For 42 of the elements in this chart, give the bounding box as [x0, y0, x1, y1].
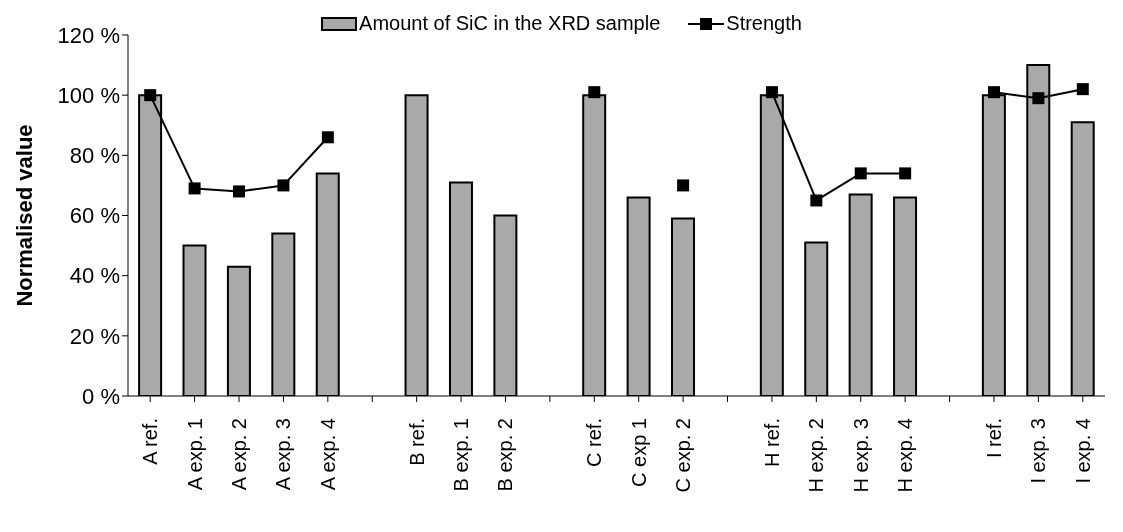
point [588, 86, 601, 99]
point [1032, 92, 1045, 105]
x-tick-label: B exp. 2 [494, 418, 517, 492]
point [233, 185, 246, 198]
y-tick-label: 120 % [57, 22, 120, 48]
point [321, 131, 334, 144]
point [765, 86, 778, 99]
x-tick-label: I exp. 4 [1071, 418, 1094, 484]
y-axis-title: Normalised value [11, 124, 37, 307]
point [277, 179, 290, 192]
x-tick-label: A ref. [139, 418, 162, 465]
x-tick-label: A exp. 2 [228, 418, 251, 491]
y-tick-label: 80 % [69, 143, 120, 169]
y-tick-label: 100 % [57, 82, 120, 108]
x-tick-label: H ref. [760, 418, 783, 467]
x-tick-label: A exp. 3 [272, 418, 295, 491]
point [854, 167, 867, 180]
x-tick-label: I exp. 3 [1027, 418, 1050, 484]
y-tick-label: 40 % [69, 263, 120, 289]
x-tick-label: C exp 1 [627, 418, 650, 487]
point [987, 86, 1000, 99]
x-tick-label: H exp. 2 [805, 418, 828, 493]
x-tick-label: C ref. [583, 418, 606, 467]
point [810, 194, 823, 207]
legend-label: Amount of SiC in the XRD sample [359, 12, 661, 35]
x-tick-label: B ref. [405, 418, 428, 466]
x-tick-label: A exp. 4 [316, 418, 339, 491]
point [188, 182, 201, 195]
point [144, 89, 157, 102]
x-tick-label: I ref. [982, 418, 1005, 459]
point [677, 179, 690, 192]
point [1076, 83, 1089, 96]
legend-label: Strength [726, 12, 802, 35]
x-tick-label: C exp. 2 [672, 418, 695, 493]
x-tick-label: H exp. 4 [894, 418, 917, 493]
y-tick-label: 20 % [69, 323, 120, 349]
x-tick-label: A exp. 1 [183, 418, 206, 491]
x-tick-label: H exp. 3 [849, 418, 872, 493]
point [899, 167, 912, 180]
y-tick-label: 60 % [69, 203, 120, 229]
y-tick-label: 0 % [82, 383, 120, 409]
x-tick-label: B exp. 1 [450, 418, 473, 492]
